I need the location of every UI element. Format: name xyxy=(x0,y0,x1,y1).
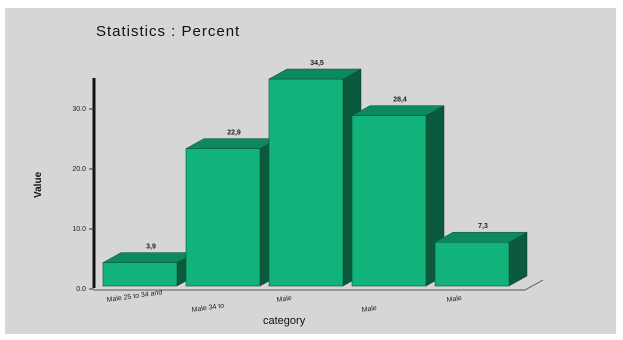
y-tick-label: 30.0 xyxy=(72,106,86,113)
bar xyxy=(351,115,427,287)
y-tick-label: 10.0 xyxy=(72,226,86,233)
x-axis-depth-line xyxy=(524,279,544,291)
y-tick-label: 0.0 xyxy=(76,286,86,293)
data-label: 3,9 xyxy=(146,244,156,251)
x-tick-label: Male 34 to xyxy=(191,302,224,313)
x-tick-label: Male xyxy=(276,295,292,304)
chart-title: Statistics : Percent xyxy=(96,23,240,40)
bar xyxy=(434,241,510,287)
data-label: 7,3 xyxy=(478,223,488,230)
bar xyxy=(185,148,261,287)
y-tick-label: 20.0 xyxy=(72,166,86,173)
y-axis-label: Value xyxy=(33,171,44,198)
bar-top xyxy=(351,105,445,116)
bar-top xyxy=(434,231,528,243)
x-axis-label: category xyxy=(263,315,306,327)
chart-panel: Statistics : Percent Value category 0.0 1… xyxy=(5,8,616,334)
bar-top xyxy=(268,68,362,80)
data-label: 34,5 xyxy=(310,60,324,67)
x-tick-label: Male xyxy=(361,305,377,314)
bar xyxy=(268,78,344,287)
bar xyxy=(102,262,178,287)
data-label: 22,9 xyxy=(227,130,241,137)
data-label: 28,4 xyxy=(393,97,407,104)
bar-chart-3d: Statistics : Percent Value category 0.0 1… xyxy=(33,23,544,327)
x-tick-label: Male xyxy=(446,295,462,304)
x-tick-label: Male 25 to 34 and xyxy=(106,289,163,304)
